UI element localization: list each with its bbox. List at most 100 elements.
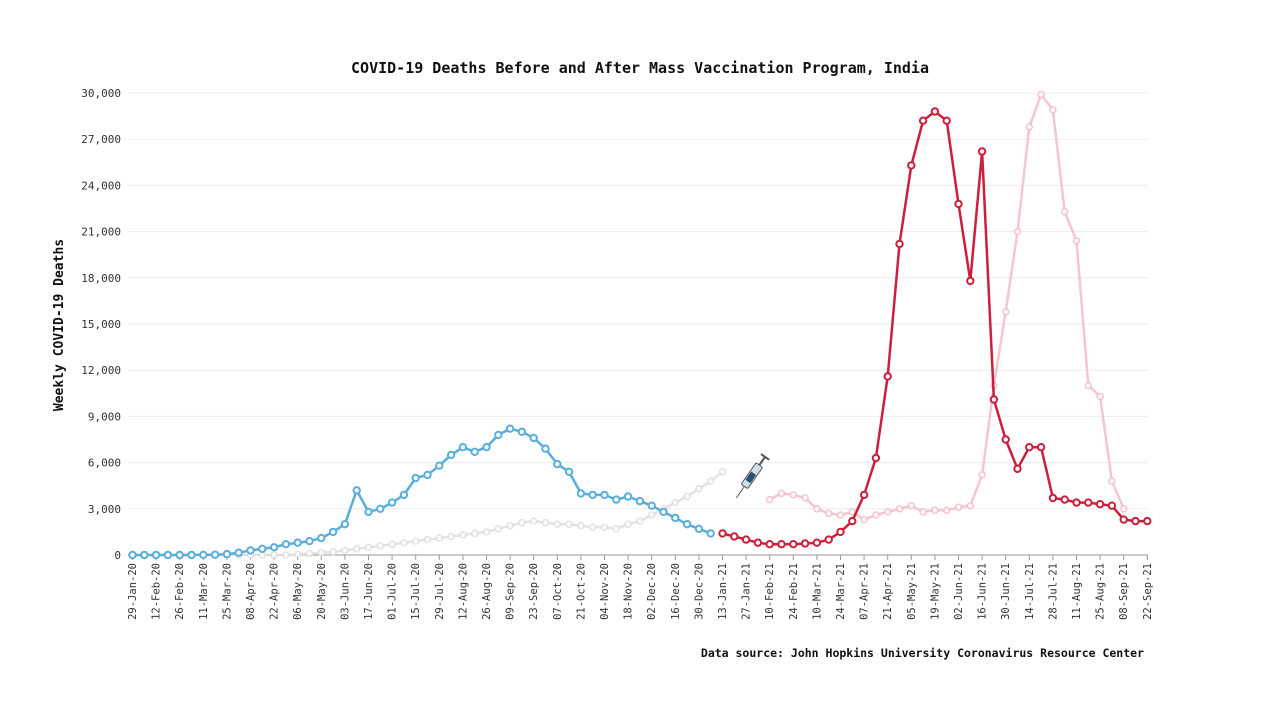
x-tick-label: 15-Jul-20 [410,563,422,620]
data-point [329,548,337,556]
data-point [1072,237,1081,245]
data-point [636,517,644,525]
data-point [258,544,267,553]
data-point [1013,227,1022,236]
x-tick-label: 11-Aug-21 [1071,563,1083,620]
y-tick-label: 6,000 [88,457,121,470]
x-tick-label: 25-Mar-20 [221,563,233,620]
data-point [352,545,361,553]
data-point [553,459,562,469]
data-point [647,501,656,510]
data-point [989,395,999,404]
data-point [789,491,798,499]
data-point [565,520,573,528]
data-point [730,532,739,541]
syringe-plunger [758,456,766,466]
data-point [1048,493,1058,503]
data-point [517,427,527,436]
x-tick-label: 12-Feb-20 [151,563,163,620]
data-point [1025,123,1034,131]
x-tick-label: 12-Aug-20 [457,563,469,620]
data-point [305,549,314,558]
x-tick-label: 30-Dec-20 [693,563,705,620]
data-point [494,430,503,440]
syringe-needle [735,486,745,499]
data-point [341,546,349,555]
data-point [529,433,538,443]
data-point [883,372,892,381]
x-tick-label: 29-Jul-20 [434,563,446,620]
series-group [765,90,1128,524]
data-series [128,107,1152,560]
x-tick-label: 16-Jun-21 [977,563,989,620]
data-point [447,532,455,541]
data-point [765,495,774,504]
data-point [1131,516,1140,526]
x-tick-label: 30-Jun-21 [1000,563,1012,620]
data-point [918,116,928,125]
y-tick-label: 15,000 [81,318,121,331]
data-point [694,524,704,533]
data-point [741,535,751,544]
x-tick-label: 21-Apr-21 [882,563,894,620]
data-point [1119,505,1128,513]
data-point [518,518,526,527]
x-tick-label: 17-Jun-20 [363,563,375,620]
data-point [977,147,987,156]
data-point [435,534,444,542]
data-point [529,517,538,525]
x-tick-label: 24-Feb-21 [788,563,800,620]
x-tick-label: 05-May-21 [906,563,918,620]
data-point [282,551,290,559]
x-tick-label: 14-Jul-21 [1024,563,1036,620]
x-tick-label: 09-Sep-20 [505,563,517,620]
data-point [423,535,432,544]
data-point [305,536,314,546]
data-point [494,525,503,533]
data-point [423,470,432,480]
y-tick-label: 18,000 [81,272,121,285]
data-point [812,538,822,547]
data-point [128,550,137,560]
y-tick-label: 30,000 [81,87,121,100]
data-point [624,520,632,528]
data-point [671,498,680,507]
data-point [588,490,597,500]
data-point [151,550,161,560]
data-point [836,527,845,537]
series-line [768,93,1125,521]
data-point [931,506,939,515]
data-point [600,523,609,532]
data-point [706,529,715,538]
gridlines [128,92,1148,510]
data-point [399,490,409,500]
data-point [553,520,562,528]
data-point [1084,498,1093,507]
data-point [871,453,881,463]
data-point [411,473,420,483]
x-tick-label: 18-Nov-20 [623,563,635,620]
data-point [1095,500,1105,509]
data-point [459,531,467,539]
x-tick-label: 19-May-21 [929,563,941,620]
data-point [140,550,149,560]
data-point [753,538,763,547]
data-point [954,199,963,209]
x-tick-label: 11-Mar-20 [198,563,210,620]
data-point [1037,90,1045,99]
data-point [883,508,892,516]
data-point [340,520,350,529]
data-point [364,543,373,552]
data-point [682,520,692,529]
data-point [718,529,727,538]
data-point [1013,464,1022,473]
x-tick-label: 01-Jul-20 [387,563,399,620]
data-point [1107,501,1117,510]
data-point [907,501,916,510]
syringe-fluid [745,471,757,484]
data-point [765,540,774,549]
data-point [789,540,798,549]
data-point [813,505,821,513]
data-point [317,533,326,543]
